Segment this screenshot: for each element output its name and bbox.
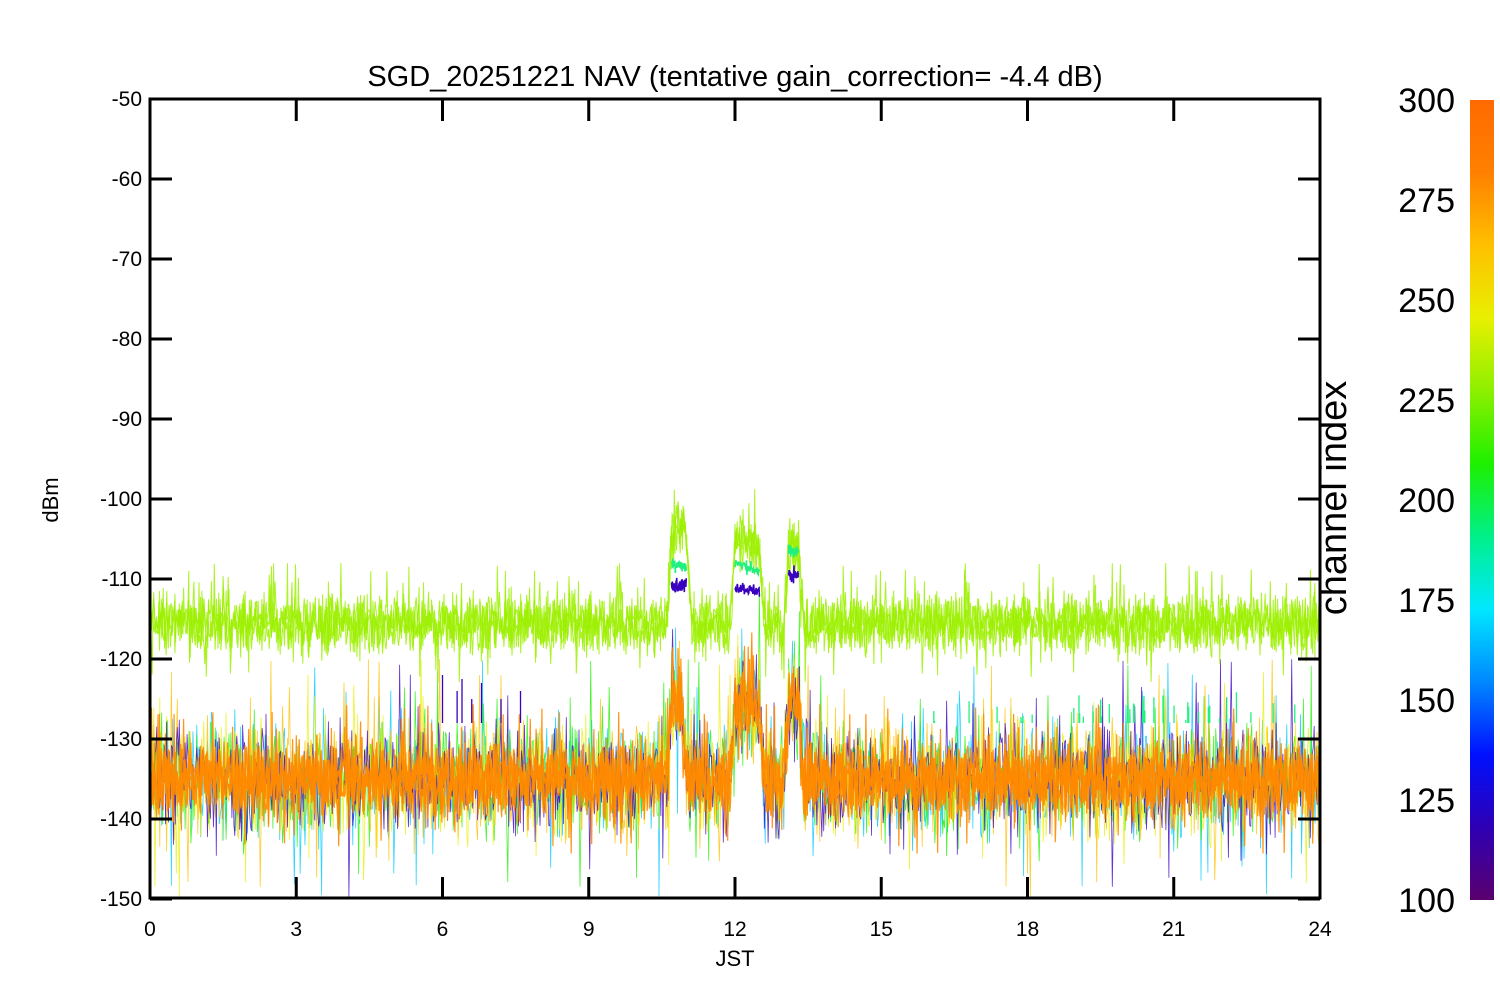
x-tick-label: 12 bbox=[723, 918, 746, 941]
chart-title: SGD_20251221 NAV (tentative gain_correct… bbox=[367, 61, 1102, 93]
colorbar-tick-label: 200 bbox=[1398, 482, 1455, 520]
series-line bbox=[787, 544, 800, 558]
colorbar-tick-label: 250 bbox=[1398, 282, 1455, 320]
series-line bbox=[787, 565, 800, 584]
colorbar-tick-label: 275 bbox=[1398, 182, 1455, 220]
series-line bbox=[734, 560, 761, 578]
plot-data bbox=[151, 489, 1320, 897]
x-tick-label: 24 bbox=[1308, 918, 1332, 941]
x-tick-label: 0 bbox=[144, 918, 156, 941]
colorbar bbox=[1470, 100, 1494, 900]
y-tick-label: -140 bbox=[100, 808, 142, 831]
colorbar-tick-label: 100 bbox=[1398, 882, 1455, 920]
x-tick-label: 15 bbox=[870, 918, 893, 941]
colorbar-label: channel index bbox=[1313, 381, 1355, 616]
series-line bbox=[670, 577, 688, 593]
y-tick-label: -60 bbox=[112, 168, 142, 191]
y-tick-label: -110 bbox=[102, 568, 142, 591]
y-tick-label: -90 bbox=[112, 408, 142, 431]
y-tick-label: -50 bbox=[112, 88, 142, 111]
x-axis-label: JST bbox=[715, 946, 754, 971]
y-tick-label: -70 bbox=[112, 248, 142, 271]
series-line bbox=[151, 646, 1320, 854]
x-tick-label: 18 bbox=[1016, 918, 1039, 941]
colorbar-tick-label: 300 bbox=[1398, 82, 1455, 120]
x-tick-label: 9 bbox=[583, 918, 595, 941]
colorbar-tick-label: 125 bbox=[1398, 782, 1455, 820]
y-axis: -50 -60 -70 -80 -90 -100 -110 -120 -130 -140 -150 bbox=[100, 88, 1320, 911]
x-tick-label: 21 bbox=[1162, 918, 1185, 941]
x-axis: 0 3 6 9 12 15 18 21 24 bbox=[144, 99, 1332, 941]
x-tick-label: 3 bbox=[290, 918, 302, 941]
y-tick-label: -100 bbox=[100, 488, 142, 511]
series-line bbox=[151, 489, 1320, 683]
series-line bbox=[670, 558, 688, 574]
y-tick-label: -150 bbox=[100, 888, 142, 911]
y-tick-label: -120 bbox=[100, 648, 142, 671]
colorbar-tick-label: 225 bbox=[1398, 382, 1455, 420]
y-tick-label: -80 bbox=[112, 328, 142, 351]
y-axis-label: dBm bbox=[38, 477, 63, 522]
y-tick-label: -130 bbox=[100, 728, 142, 751]
colorbar-tick-label: 175 bbox=[1398, 582, 1455, 620]
x-tick-label: 6 bbox=[437, 918, 449, 941]
colorbar-ticks: 100 125 150 175 200 225 250 275 300 bbox=[1398, 82, 1455, 920]
series-line bbox=[734, 582, 761, 597]
colorbar-tick-label: 150 bbox=[1398, 682, 1455, 720]
